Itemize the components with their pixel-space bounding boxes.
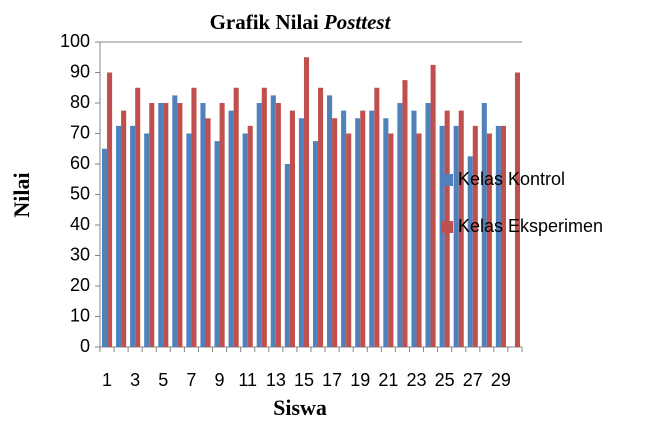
bar <box>486 133 492 347</box>
legend-label: Kelas Kontrol <box>458 169 565 189</box>
bar <box>514 72 521 347</box>
x-tick-label: 17 <box>322 370 342 390</box>
bar <box>163 103 169 347</box>
bar <box>116 125 122 347</box>
bar <box>298 118 304 347</box>
bar <box>439 125 445 347</box>
bar <box>200 103 206 347</box>
x-tick-label: 9 <box>215 370 225 390</box>
bar <box>453 125 459 347</box>
bar <box>467 156 473 347</box>
bar <box>219 103 225 347</box>
bar <box>228 110 234 347</box>
x-tick-label: 1 <box>102 370 112 390</box>
y-tick-label: 10 <box>70 305 90 325</box>
bar <box>261 87 267 347</box>
x-tick-label: 21 <box>378 370 398 390</box>
x-tick-label: 13 <box>266 370 286 390</box>
bar <box>303 57 310 347</box>
x-tick-label: 29 <box>491 370 511 390</box>
x-axis-label: Siswa <box>273 395 327 420</box>
bar <box>425 103 431 347</box>
bar <box>107 72 113 347</box>
bar <box>416 133 422 347</box>
bar <box>495 125 501 347</box>
bar <box>430 64 436 347</box>
x-tick-label: 27 <box>463 370 483 390</box>
x-tick-label: 11 <box>238 370 257 390</box>
bar <box>458 110 464 347</box>
x-tick-label: 5 <box>158 370 168 390</box>
bar <box>177 103 183 347</box>
bar <box>500 125 506 347</box>
bar <box>158 103 164 347</box>
bar <box>135 87 141 347</box>
bar <box>186 133 192 347</box>
bar <box>144 133 150 347</box>
y-tick-label: 70 <box>70 122 90 142</box>
y-tick-label: 30 <box>70 244 90 264</box>
bar <box>332 118 338 347</box>
x-tick-label: 3 <box>130 370 140 390</box>
bar <box>355 118 361 347</box>
legend-label: Kelas Eksperimen <box>458 216 603 236</box>
x-tick-label: 23 <box>406 370 426 390</box>
bar <box>402 80 408 347</box>
bar <box>318 87 324 347</box>
bar <box>149 103 155 347</box>
bar <box>327 95 333 347</box>
y-tick-label: 60 <box>70 153 90 173</box>
bar <box>472 125 478 347</box>
bar <box>374 87 380 347</box>
y-tick-label: 40 <box>70 214 90 234</box>
bar <box>397 103 403 347</box>
bar <box>284 164 290 347</box>
y-tick-label: 100 <box>60 31 90 51</box>
bar <box>172 95 178 347</box>
bar <box>360 110 366 347</box>
y-tick-label: 20 <box>70 275 90 295</box>
bar <box>270 95 276 347</box>
bar <box>214 141 220 347</box>
chart-title: Grafik Nilai Posttest <box>210 10 392 34</box>
y-tick-label: 90 <box>70 61 90 81</box>
legend-swatch <box>441 174 453 186</box>
bar <box>205 118 211 347</box>
bar <box>289 110 295 347</box>
bar <box>388 133 394 347</box>
x-tick-label: 15 <box>294 370 314 390</box>
bar <box>101 148 108 347</box>
bar <box>312 141 319 347</box>
x-tick-label: 19 <box>350 370 370 390</box>
bar <box>130 125 136 347</box>
legend-swatch <box>441 221 453 233</box>
bar <box>233 87 239 347</box>
bar <box>369 110 375 347</box>
bar <box>121 110 127 347</box>
y-tick-label: 50 <box>70 183 90 203</box>
y-axis-label: Nilai <box>9 172 34 217</box>
y-tick-label: 80 <box>70 92 90 112</box>
bar <box>383 118 389 347</box>
bar <box>256 103 262 347</box>
bar <box>247 125 253 347</box>
bar <box>411 110 417 347</box>
bar <box>191 87 197 347</box>
y-tick-label: 0 <box>80 336 90 356</box>
bar <box>346 133 352 347</box>
bar <box>242 133 248 347</box>
bar <box>481 103 487 347</box>
x-tick-label: 25 <box>435 370 455 390</box>
x-tick-label: 7 <box>186 370 196 390</box>
bar <box>341 110 347 347</box>
bar <box>275 103 281 347</box>
